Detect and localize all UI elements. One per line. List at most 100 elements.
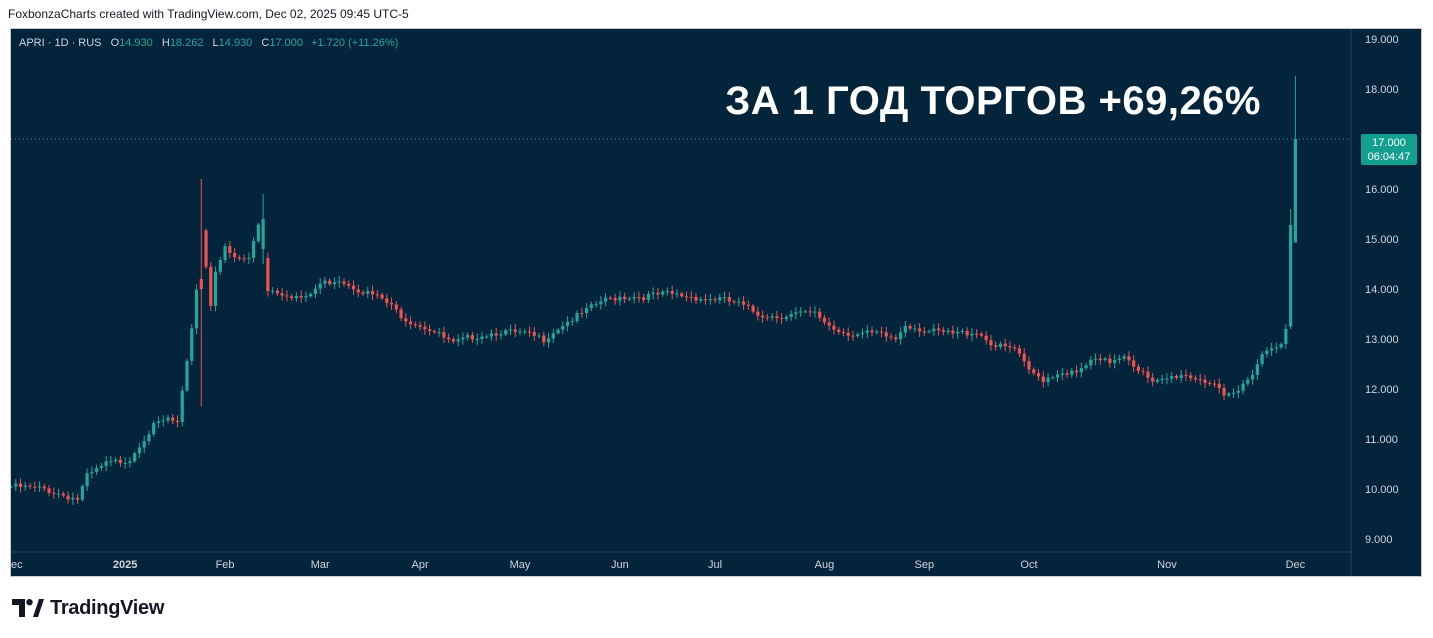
- candle-body: [680, 293, 684, 297]
- candle-body: [932, 328, 936, 332]
- candle-body: [437, 332, 441, 334]
- change-value: +1.720 (+11.26%): [311, 37, 399, 49]
- candle-body: [998, 343, 1003, 347]
- candle-body: [485, 336, 489, 338]
- candle-body: [722, 297, 727, 299]
- chart-area[interactable]: 9.000 10.000 11.000 12.000 13.000 14.000 15.00…: [10, 28, 1422, 577]
- candle-body: [713, 299, 717, 301]
- candle-body: [613, 297, 617, 301]
- candle-body: [956, 331, 960, 334]
- y-tick-label: 11.000: [1365, 434, 1398, 446]
- candle-body: [523, 331, 527, 333]
- candle-body: [1127, 356, 1131, 361]
- candle-body: [537, 335, 541, 337]
- candle-body: [480, 336, 484, 339]
- candle-body: [984, 335, 988, 341]
- candle-body: [1203, 379, 1207, 384]
- candle-body: [927, 331, 931, 333]
- candle-body: [570, 321, 574, 323]
- candle-body: [670, 291, 674, 294]
- candle-body: [290, 296, 294, 299]
- candle-body: [80, 486, 84, 500]
- candle-body: [922, 331, 926, 333]
- candle-body: [451, 339, 456, 342]
- candle-body: [347, 283, 351, 286]
- candle-body: [898, 332, 903, 340]
- candle-body: [561, 325, 565, 330]
- candle-body: [428, 329, 432, 331]
- candle-body: [1022, 353, 1026, 362]
- candle-body: [95, 467, 99, 472]
- candle-body: [1279, 344, 1283, 348]
- candle-body: [194, 289, 199, 329]
- candle-body: [261, 219, 265, 249]
- candle-body: [223, 246, 227, 261]
- candle-body: [71, 497, 75, 500]
- candle-body: [1231, 392, 1236, 394]
- y-tick-label: 15.000: [1365, 234, 1399, 246]
- candle-body: [1008, 346, 1012, 348]
- x-tick-label: Feb: [216, 559, 235, 571]
- candle-body: [366, 290, 370, 294]
- candlestick-chart[interactable]: 9.000 10.000 11.000 12.000 13.000 14.000 15.00…: [11, 29, 1422, 577]
- candle-body: [694, 296, 698, 301]
- candle-body: [1193, 378, 1198, 380]
- candle-body: [161, 420, 165, 422]
- candle-body: [1217, 383, 1221, 389]
- candle-body: [104, 461, 108, 466]
- candle-body: [870, 330, 874, 333]
- footer-brand[interactable]: TradingView: [12, 596, 164, 620]
- candle-body: [822, 317, 827, 323]
- x-tick-label: May: [510, 559, 531, 571]
- candle-body: [1036, 373, 1041, 377]
- candle-body: [1227, 393, 1231, 396]
- candle-body: [109, 461, 113, 463]
- open-label: O: [110, 37, 120, 49]
- candle-body: [565, 321, 570, 326]
- candle-body: [123, 463, 127, 465]
- candle-body: [152, 423, 156, 435]
- y-tick-label: 16.000: [1365, 184, 1399, 196]
- candle-body: [546, 338, 551, 343]
- candle-body: [475, 338, 479, 340]
- candle-body: [632, 297, 636, 299]
- candle-body: [770, 316, 774, 318]
- candle-body: [1060, 373, 1064, 375]
- candle-body: [751, 305, 755, 312]
- high-value: 18.262: [169, 37, 204, 49]
- candle-body: [432, 330, 436, 333]
- candle-body: [275, 290, 279, 294]
- candle-body: [114, 459, 118, 462]
- candle-body: [423, 326, 427, 330]
- candle-body: [542, 335, 546, 343]
- candle-body: [370, 290, 375, 295]
- x-tick-label: Sep: [915, 559, 935, 571]
- candle-body: [156, 421, 161, 424]
- candle-body: [252, 241, 256, 258]
- candle-body: [970, 333, 974, 336]
- candle-body: [199, 279, 203, 289]
- y-tick-label: 13.000: [1365, 334, 1399, 346]
- candle-body: [756, 311, 760, 316]
- candle-body: [213, 271, 218, 306]
- candle-body: [42, 486, 46, 489]
- candle-body: [946, 330, 950, 332]
- candle-body: [209, 266, 213, 306]
- y-tick-label: 12.000: [1365, 384, 1399, 396]
- candle-body: [623, 296, 627, 300]
- x-tick-label: ec: [11, 559, 23, 571]
- candle-body: [75, 497, 80, 500]
- candle-body: [651, 292, 655, 295]
- x-tick-label: Dec: [1286, 559, 1306, 571]
- x-tick-label: Aug: [815, 559, 835, 571]
- candle-body: [185, 360, 189, 391]
- candles-group: [11, 75, 1351, 505]
- candle-body: [1013, 347, 1017, 349]
- candle-body: [1074, 370, 1079, 373]
- candle-body: [799, 311, 803, 313]
- candle-body: [332, 282, 337, 285]
- candle-body: [242, 258, 246, 260]
- candle-body: [356, 289, 360, 293]
- candle-body: [960, 330, 964, 332]
- candle-body: [1003, 343, 1007, 347]
